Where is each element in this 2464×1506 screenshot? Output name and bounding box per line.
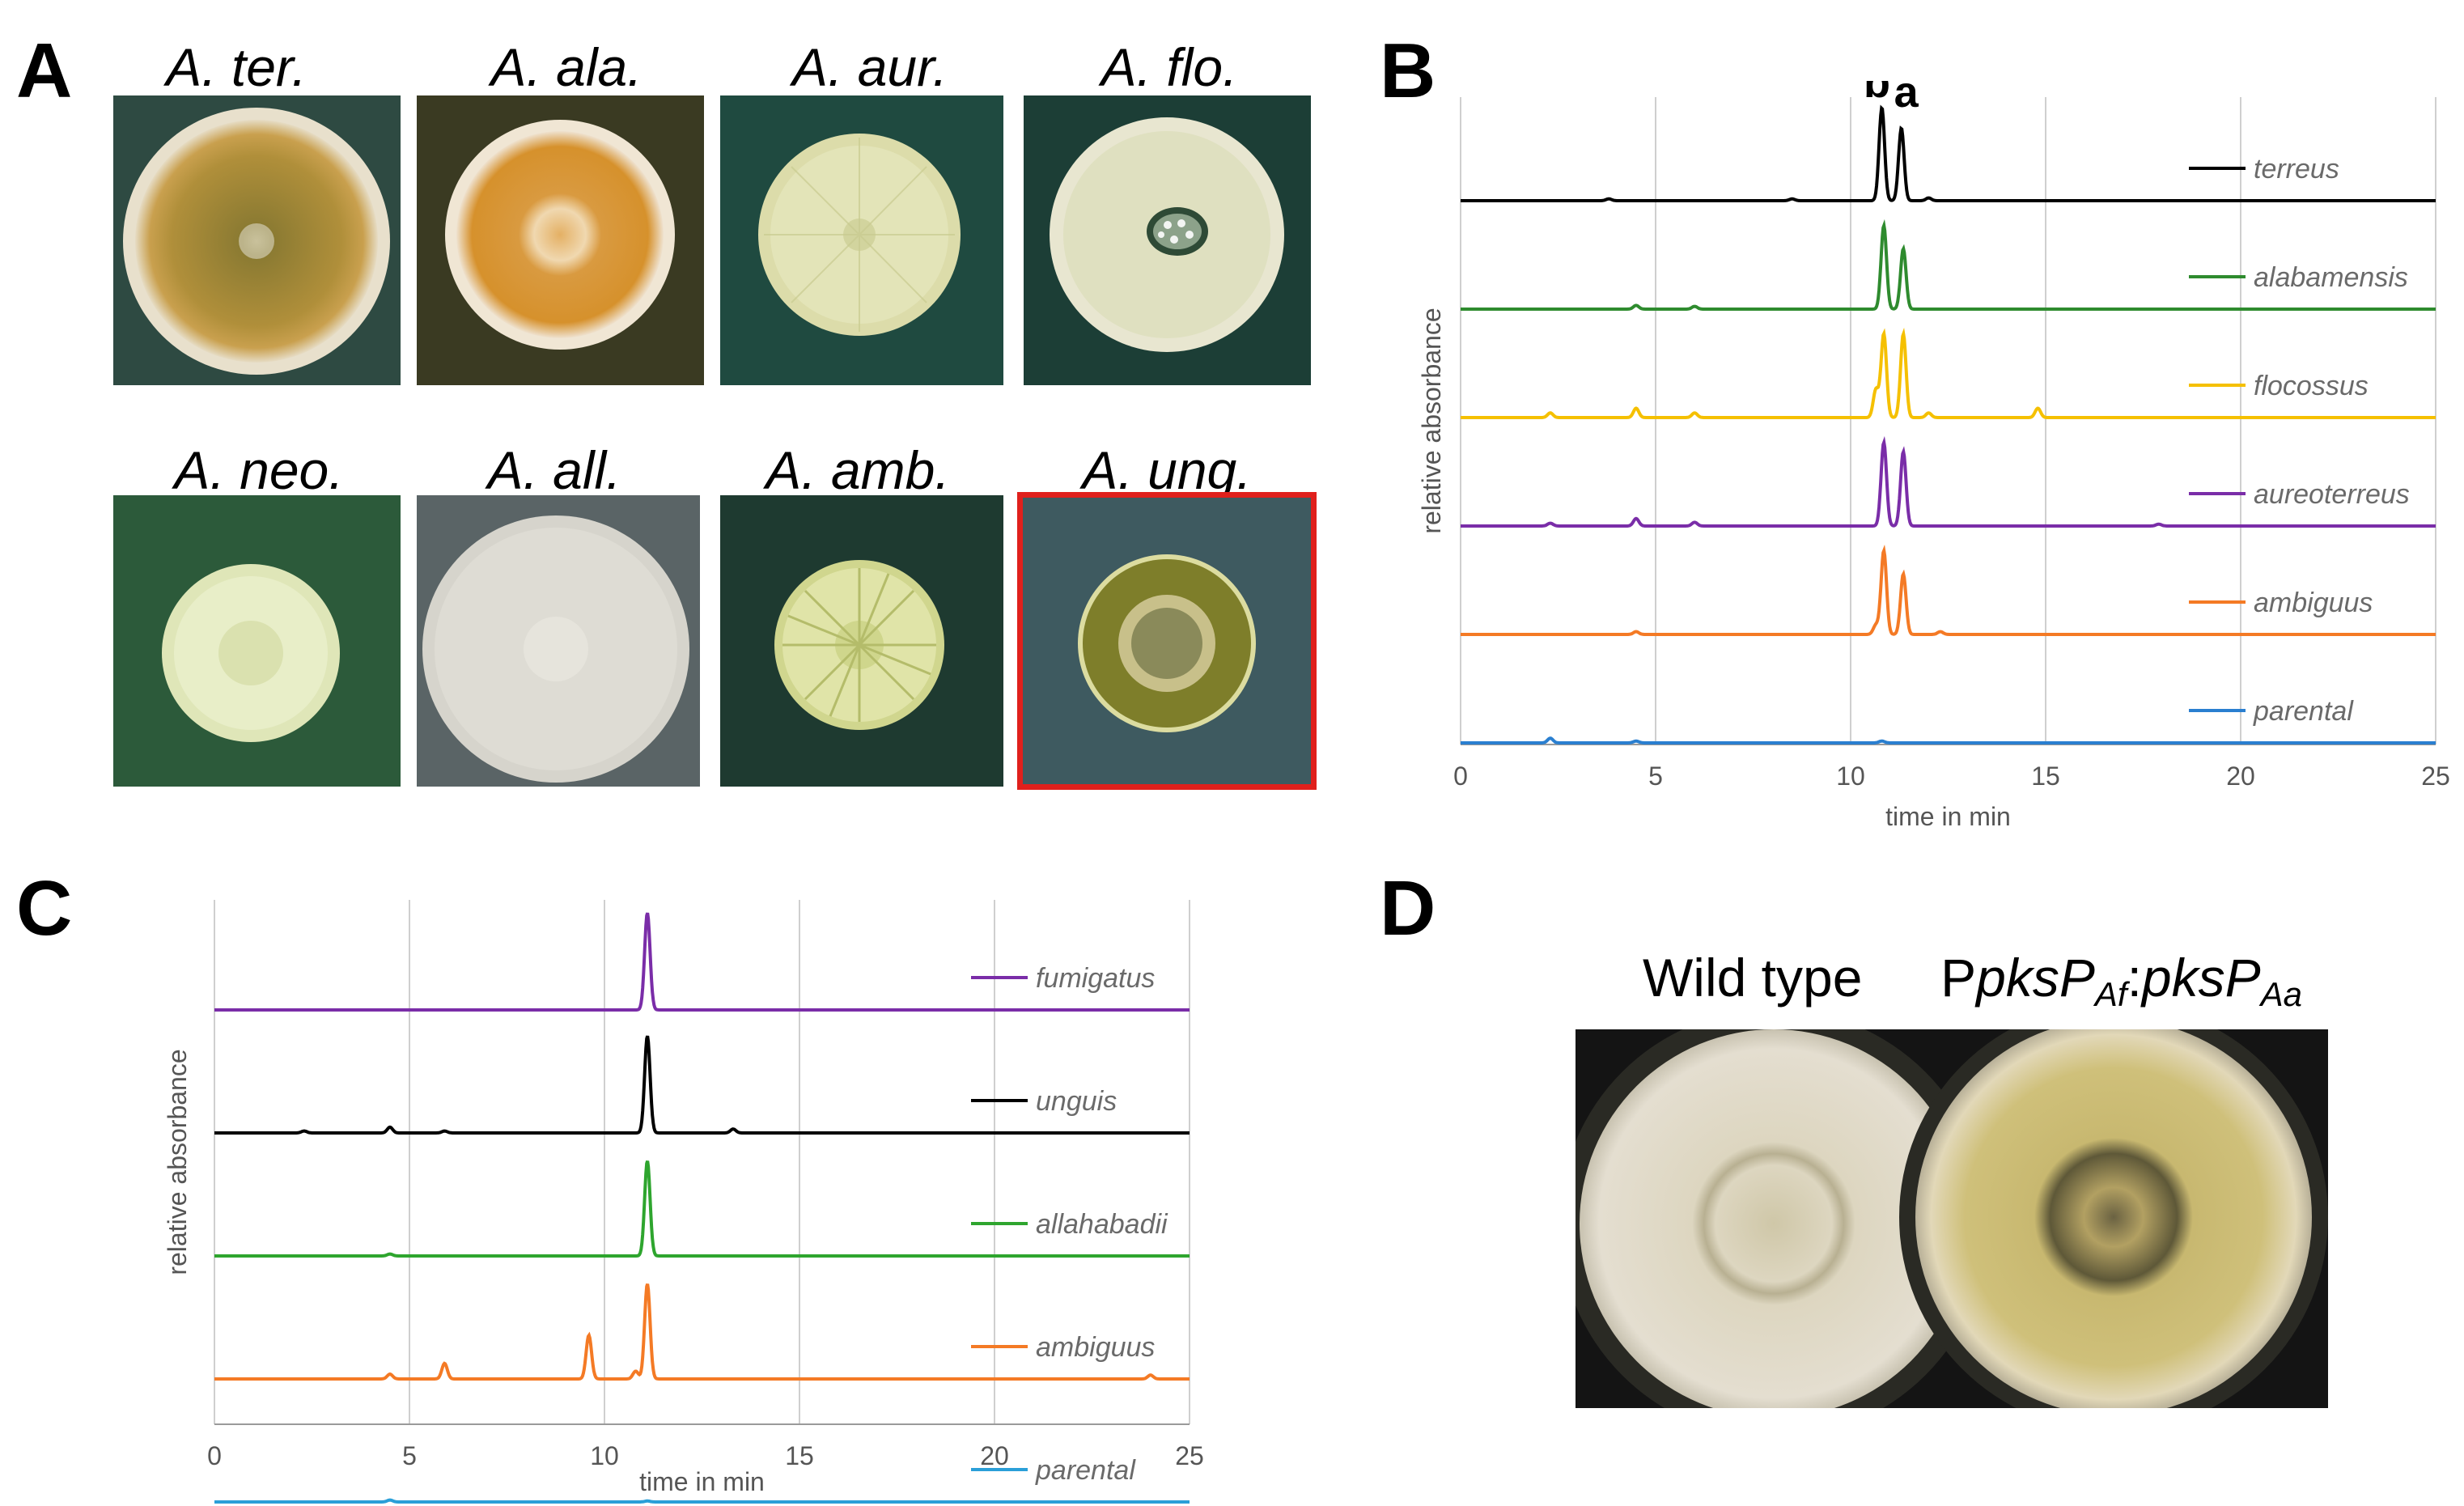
y-axis-label: relative absorbance: [1417, 308, 1446, 533]
x-tick-label-20: 20: [980, 1441, 1009, 1470]
x-tick-label-20: 20: [2226, 761, 2255, 791]
legend-label-allahabadii: allahabadii: [1036, 1209, 1168, 1240]
panel-letter-b: B: [1380, 28, 1436, 114]
trace-parental: [214, 1498, 1190, 1504]
trace-fumigatus: [214, 912, 1190, 1012]
x-tick-label-15: 15: [785, 1441, 814, 1470]
legend-label-unguis: unguis: [1036, 1086, 1117, 1117]
plate-label-ala: A. ala.: [490, 37, 643, 97]
panel-c-chromatogram: 0 5 10 15 20 25 time in min relative absorbance…: [163, 900, 1204, 1504]
plate-a-neoindicus: [113, 495, 401, 787]
panel-letter-a: A: [16, 28, 73, 114]
trace-flocossus: [1461, 327, 2436, 419]
y-axis-label: relative absorbance: [163, 1049, 192, 1275]
x-tick-label-10: 10: [590, 1441, 619, 1470]
x-tick-label-25: 25: [1175, 1441, 1204, 1470]
plate-a-flocossus: [1024, 95, 1311, 385]
trace-ambiguus: [1461, 545, 2436, 636]
plate-a-ambiguus: [720, 495, 1003, 787]
panel-d-title: Wild type PpksPAf:pksPAa: [1643, 951, 2302, 1012]
x-axis-label: time in min: [639, 1467, 765, 1496]
trace-parental: [1461, 736, 2436, 745]
plate-a-alabamensis: [417, 95, 704, 385]
x-tick-label-0: 0: [207, 1441, 222, 1470]
x-tick-label-5: 5: [1648, 761, 1663, 791]
trace-alabamensis: [1461, 218, 2436, 311]
legend-label-alabamensis: alabamensis: [2254, 262, 2408, 293]
plate-a-aureoterreus: [720, 95, 1003, 385]
trace-aureoterreus: [1461, 435, 2436, 528]
plate-label-ung: A. ung.: [1082, 440, 1252, 500]
plate-label-flo: A. flo.: [1101, 37, 1238, 97]
panel-d-plates-photo: [1576, 1029, 2328, 1408]
legend-label-parental: parental: [2253, 696, 2354, 727]
peak-label-a: a: [1894, 81, 1919, 117]
trace-terreus: [1461, 104, 2436, 202]
plate-label-neo: A. neo.: [174, 440, 344, 500]
legend-label-flocossus: flocossus: [2254, 371, 2369, 401]
plate-label-amb: A. amb.: [765, 440, 950, 500]
plate-a-terreus: [113, 95, 401, 385]
panel-letter-d: D: [1380, 865, 1436, 952]
trace-ambiguus: [214, 1283, 1190, 1381]
peak-label-b: b: [1864, 81, 1890, 107]
x-tick-label-15: 15: [2031, 761, 2060, 791]
legend-label-fumigatus: fumigatus: [1036, 963, 1155, 994]
plate-a-allahabadii: [417, 495, 700, 787]
panel-d-label-wild-type: Wild type: [1643, 948, 1863, 1008]
x-axis-label: time in min: [1885, 802, 2011, 831]
plate-a-unguis-highlighted: [1017, 492, 1317, 790]
x-tick-label-0: 0: [1453, 761, 1468, 791]
plate-label-aur: A. aur.: [792, 37, 948, 97]
x-tick-label-25: 25: [2421, 761, 2450, 791]
trace-unguis: [214, 1035, 1190, 1135]
legend-label-parental: parental: [1035, 1455, 1136, 1486]
panel-d-label-construct: PpksPAf:pksPAa: [1940, 948, 2303, 1013]
legend-label-ambiguus: ambiguus: [1036, 1332, 1155, 1363]
legend-label-aureoterreus: aureoterreus: [2254, 479, 2410, 510]
plate-label-ter: A. ter.: [166, 37, 307, 97]
x-tick-label-10: 10: [1836, 761, 1865, 791]
x-tick-label-5: 5: [402, 1441, 417, 1470]
plate-label-all: A. all.: [487, 440, 621, 500]
panel-b-chromatogram: 0 5 10 15 20 25 time in min relative absorbance…: [1417, 81, 2450, 831]
legend-label-ambiguus: ambiguus: [2254, 588, 2373, 618]
panel-letter-c: C: [16, 865, 73, 952]
trace-allahabadii: [214, 1160, 1190, 1258]
legend-label-terreus: terreus: [2254, 154, 2339, 185]
